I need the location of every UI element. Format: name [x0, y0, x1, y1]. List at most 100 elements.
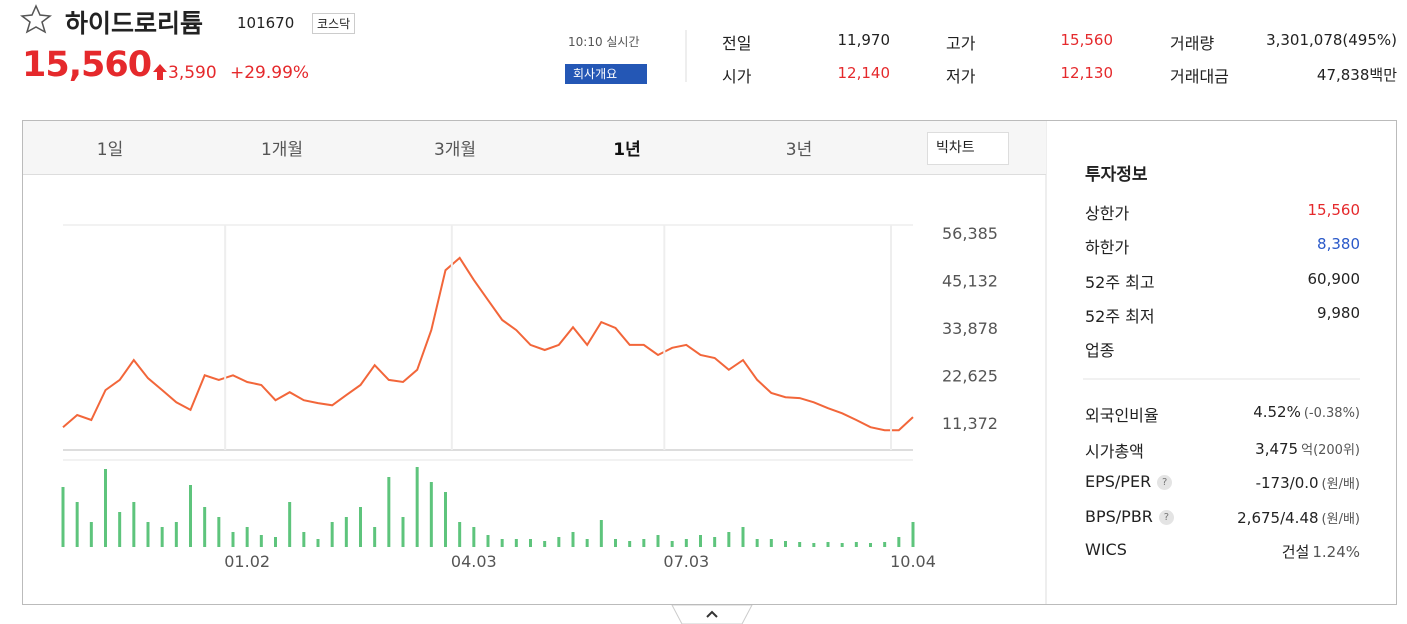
y-tick-label: 45,132: [942, 272, 998, 291]
info-label: 외국인비율: [1085, 406, 1159, 425]
market-badge: 코스닥: [312, 13, 356, 34]
tab[interactable]: 1년: [613, 140, 641, 160]
x-tick-label: 07.03: [663, 552, 709, 571]
info-value: 9,980: [1317, 304, 1360, 322]
volume-bar: [883, 542, 887, 547]
quote-value: 11,970: [837, 31, 891, 49]
value: 3,475: [1255, 440, 1299, 458]
volume-bar: [160, 527, 164, 547]
volume-bar: [769, 539, 773, 547]
volume-bar: [75, 502, 79, 547]
quote-label: 저가: [946, 67, 976, 86]
volume-bar: [444, 492, 447, 547]
tab[interactable]: 1일: [96, 140, 124, 160]
info-value: 8,380: [1317, 235, 1360, 253]
quote-label: 고가: [946, 34, 976, 53]
invest-title: 투자정보: [1085, 165, 1148, 185]
note: (원/배): [1321, 512, 1360, 527]
volume-bar: [798, 542, 802, 547]
volume-bar: [472, 527, 476, 547]
value: 60,900: [1307, 270, 1361, 288]
volume-bar: [557, 537, 561, 547]
up-arrow: [153, 64, 167, 80]
change-rate: +29.99%: [230, 63, 310, 83]
volume-bar: [189, 485, 192, 547]
volume-bar: [458, 522, 462, 547]
volume-bar: [869, 543, 872, 547]
volume-bar: [642, 539, 646, 547]
quote-value: 47,838백만: [1316, 66, 1397, 84]
volume-bar: [571, 532, 575, 547]
info-label: 업종: [1085, 341, 1115, 360]
x-tick-label: 10.04: [890, 552, 936, 571]
company-button[interactable]: 회사개요: [565, 64, 647, 84]
change: 3,590: [168, 63, 217, 83]
volume-bar: [500, 539, 504, 547]
volume-bar: [670, 541, 674, 547]
quote-label: 거래대금: [1170, 67, 1229, 86]
note: (원/배): [1321, 477, 1360, 492]
volume-bar: [684, 539, 688, 547]
help-icon[interactable]: ?: [1157, 475, 1173, 490]
note: 억(200위): [1301, 443, 1360, 458]
stock-name: 하이드로리튬: [65, 9, 204, 38]
value: 9,980: [1317, 304, 1360, 322]
info-value: 2,675/4.48 (원/배): [1237, 508, 1360, 527]
volume-bar: [741, 527, 745, 547]
y-tick-label: 33,878: [942, 319, 998, 338]
volume-bar: [911, 522, 915, 547]
big-chart-button[interactable]: 빅차트: [927, 132, 1009, 165]
volume-bar: [373, 527, 377, 547]
info-label: EPS/PER?: [1085, 472, 1173, 491]
info-value: 15,560: [1308, 201, 1361, 219]
tab-bar: [23, 121, 1046, 175]
volume-bar: [302, 532, 306, 547]
value: 8,380: [1317, 235, 1360, 253]
volume-bar: [656, 535, 660, 547]
tab[interactable]: 1개월: [260, 140, 304, 160]
note: 1.24%: [1312, 543, 1360, 561]
volume-bar: [784, 541, 787, 547]
y-tick-label: 11,372: [942, 414, 998, 433]
volume-bar: [897, 537, 901, 547]
volume-bar: [599, 520, 603, 547]
volume-bar: [812, 543, 816, 547]
chart-box: [22, 120, 1397, 605]
volume-bar: [231, 532, 235, 547]
quote-value: 3,301,078(495%): [1266, 31, 1397, 49]
x-tick-label: 04.03: [451, 552, 497, 571]
collapse-tab[interactable]: [671, 604, 753, 624]
volume-bar: [146, 522, 150, 547]
time: 10:10 실시간: [568, 35, 640, 49]
volume-bar: [245, 527, 249, 547]
volume-bar: [274, 537, 277, 547]
value: 15,560: [1307, 201, 1361, 219]
help-icon[interactable]: ?: [1158, 510, 1174, 525]
star-icon[interactable]: [20, 4, 52, 34]
x-tick-label: 01.02: [224, 552, 270, 571]
volume-bar: [415, 467, 419, 547]
volume-bar: [854, 542, 858, 547]
volume-bar: [727, 532, 731, 547]
info-label: BPS/PBR?: [1085, 507, 1174, 526]
volume-bar: [259, 535, 263, 547]
tab[interactable]: 3개월: [433, 140, 477, 160]
volume-bar: [826, 542, 830, 547]
info-label: 52주 최고: [1085, 273, 1155, 292]
volume-bar: [401, 517, 405, 547]
info-label: 상한가: [1085, 204, 1130, 223]
volume-bar: [104, 469, 107, 547]
info-value: 60,900: [1308, 270, 1361, 288]
y-tick-label: 56,385: [942, 224, 998, 243]
volume-bar: [132, 502, 136, 547]
collapse-icon: [706, 610, 718, 618]
volume-bar: [89, 522, 93, 547]
volume-bar: [628, 541, 632, 547]
volume-bar: [614, 539, 617, 547]
volume-bar: [118, 512, 122, 547]
tab[interactable]: 3년: [785, 140, 813, 160]
volume-bar: [359, 507, 362, 547]
info-value: 4.52% (-0.38%): [1253, 403, 1360, 421]
